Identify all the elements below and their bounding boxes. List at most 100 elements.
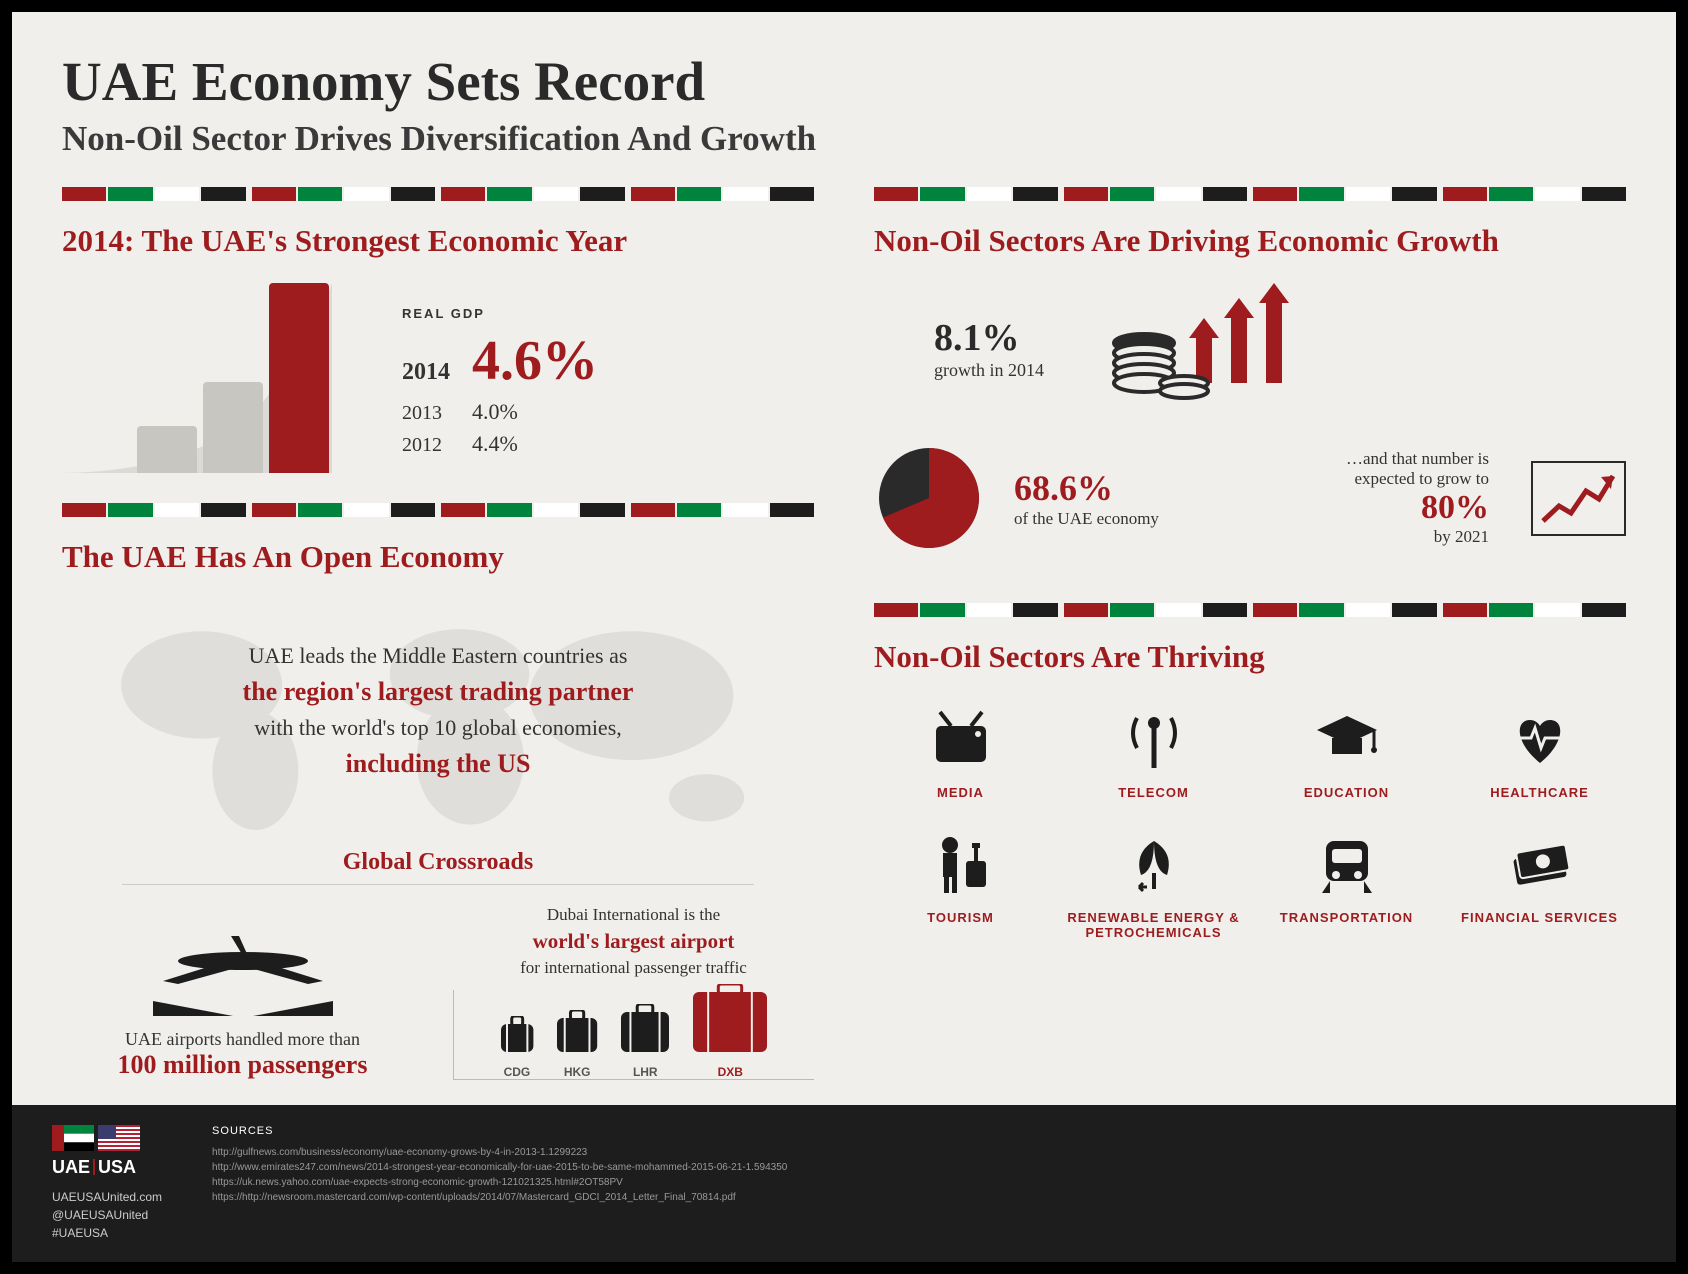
gdp-section-title: 2014: The UAE's Strongest Economic Year <box>62 223 814 259</box>
gdp-data: REAL GDP 20144.6%20134.0%20124.4% <box>402 306 598 473</box>
grow-to-pct: 80% <box>1421 489 1489 526</box>
crossroads-block: UAE airports handled more than 100 milli… <box>62 903 814 1080</box>
footer-sources: SOURCES http://gulfnews.com/business/eco… <box>212 1125 1636 1242</box>
trend-chart-icon <box>1531 461 1626 536</box>
train-icon <box>1260 830 1433 900</box>
footer-brand: UAEUSA <box>52 1157 162 1178</box>
passengers-em: 100 million passengers <box>62 1050 423 1080</box>
pie-sub: of the UAE economy <box>1014 509 1159 529</box>
uae-flag-icon <box>52 1125 94 1151</box>
suitcase-item: LHR <box>619 1004 671 1079</box>
airplane-icon <box>133 926 353 1016</box>
main-subtitle: Non-Oil Sector Drives Diversification An… <box>62 119 1626 159</box>
suitcase-label: HKG <box>555 1065 599 1079</box>
open-economy-title: The UAE Has An Open Economy <box>62 539 814 575</box>
suitcase-item: HKG <box>555 1010 599 1079</box>
coins-arrows-icon <box>1094 283 1294 413</box>
sector-label: HEALTHCARE <box>1453 785 1626 800</box>
sources-title: SOURCES <box>212 1125 1636 1137</box>
grow-to-block: …and that number is expected to grow to … <box>1346 449 1489 547</box>
gdp-value: 4.6% <box>472 329 598 393</box>
sector-label: FINANCIAL SERVICES <box>1453 910 1626 925</box>
driving-title: Non-Oil Sectors Are Driving Economic Gro… <box>874 223 1626 259</box>
right-column: Non-Oil Sectors Are Driving Economic Gro… <box>874 187 1626 1080</box>
pie-icon <box>874 443 984 553</box>
grow-to-year: by 2021 <box>1434 527 1489 546</box>
footer-link: #UAEUSA <box>52 1224 162 1242</box>
footer-flags <box>52 1125 162 1151</box>
suitcase-item: CDG <box>499 1016 535 1079</box>
pie-row: 68.6% of the UAE economy …and that numbe… <box>874 443 1626 553</box>
usa-flag-icon <box>98 1125 140 1151</box>
source-line: https://http://newsroom.mastercard.com/w… <box>212 1190 1636 1205</box>
airport-em: world's largest airport <box>533 929 735 953</box>
sector-item: EDUCATION <box>1260 705 1433 800</box>
infographic-page: UAE Economy Sets Record Non-Oil Sector D… <box>12 12 1676 1262</box>
gdp-value: 4.4% <box>472 431 518 457</box>
suitcase-chart: CDG HKG LHR DXB <box>453 990 814 1080</box>
suitcase-label: LHR <box>619 1065 671 1079</box>
source-line: http://www.emirates247.com/news/2014-str… <box>212 1160 1636 1175</box>
antenna-icon <box>1067 705 1240 775</box>
open-line1: UAE leads the Middle Eastern countries a… <box>62 639 814 672</box>
growth-pct: 8.1% <box>934 316 1044 360</box>
sectors-grid: MEDIA TELECOM EDUCATION HEALTHCARE TOURI… <box>874 705 1626 940</box>
main-title: UAE Economy Sets Record <box>62 50 1626 113</box>
grow-to-pre: …and that number is <box>1346 449 1489 469</box>
suitcase-label: CDG <box>499 1065 535 1079</box>
gdp-block: REAL GDP 20144.6%20134.0%20124.4% <box>62 283 814 473</box>
gradcap-icon <box>1260 705 1433 775</box>
sector-item: RENEWABLE ENERGY & PETROCHEMICALS <box>1067 830 1240 940</box>
sector-label: EDUCATION <box>1260 785 1433 800</box>
airport-block: Dubai International is the world's large… <box>453 903 814 1080</box>
flag-divider <box>62 187 814 201</box>
nonoil-top: 8.1% growth in 2014 <box>934 283 1626 413</box>
footer-links: UAEUSAUnited.com@UAEUSAUnited#UAEUSA <box>52 1188 162 1242</box>
airport-post: for international passenger traffic <box>520 958 747 977</box>
gdp-value: 4.0% <box>472 399 518 425</box>
tv-icon <box>874 705 1047 775</box>
sector-label: TELECOM <box>1067 785 1240 800</box>
open-line2: with the world's top 10 global economies… <box>62 711 814 744</box>
sector-label: TRANSPORTATION <box>1260 910 1433 925</box>
gdp-year: 2013 <box>402 402 452 425</box>
gdp-year: 2014 <box>402 359 452 386</box>
suitcase-icon <box>555 1010 599 1054</box>
source-line: http://gulfnews.com/business/economy/uae… <box>212 1145 1636 1160</box>
sector-item: MEDIA <box>874 705 1047 800</box>
flag-divider <box>62 503 814 517</box>
suitcase-item: DXB <box>691 984 769 1079</box>
footer: UAEUSA UAEUSAUnited.com@UAEUSAUnited#UAE… <box>12 1105 1676 1262</box>
sector-item: TOURISM <box>874 830 1047 940</box>
gdp-chart <box>62 283 362 473</box>
thriving-title: Non-Oil Sectors Are Thriving <box>874 639 1626 675</box>
left-column: 2014: The UAE's Strongest Economic Year … <box>62 187 814 1080</box>
suitcase-icon <box>619 1004 671 1054</box>
pie-pct: 68.6% <box>1014 467 1159 509</box>
sector-item: HEALTHCARE <box>1453 705 1626 800</box>
open-em1: the region's largest trading partner <box>62 672 814 711</box>
flag-divider <box>874 187 1626 201</box>
tourist-icon <box>874 830 1047 900</box>
sector-label: MEDIA <box>874 785 1047 800</box>
source-line: https://uk.news.yahoo.com/uae-expects-st… <box>212 1175 1636 1190</box>
footer-brand-block: UAEUSA UAEUSAUnited.com@UAEUSAUnited#UAE… <box>52 1125 162 1242</box>
open-economy-block: UAE leads the Middle Eastern countries a… <box>62 599 814 829</box>
grow-to-mid: expected to grow to <box>1346 469 1489 489</box>
sector-item: FINANCIAL SERVICES <box>1453 830 1626 940</box>
suitcase-label: DXB <box>691 1065 769 1079</box>
growth-sub: growth in 2014 <box>934 360 1044 381</box>
footer-link: @UAEUSAUnited <box>52 1206 162 1224</box>
divider <box>122 884 754 885</box>
open-em2: including the US <box>62 744 814 783</box>
heart-icon <box>1453 705 1626 775</box>
airport-pre: Dubai International is the <box>547 905 720 924</box>
sector-item: TELECOM <box>1067 705 1240 800</box>
sector-label: RENEWABLE ENERGY & PETROCHEMICALS <box>1067 910 1240 940</box>
gdp-year: 2012 <box>402 434 452 457</box>
plane-block: UAE airports handled more than 100 milli… <box>62 926 423 1080</box>
flag-divider <box>874 603 1626 617</box>
money-icon <box>1453 830 1626 900</box>
footer-link: UAEUSAUnited.com <box>52 1188 162 1206</box>
suitcase-icon <box>691 984 769 1054</box>
